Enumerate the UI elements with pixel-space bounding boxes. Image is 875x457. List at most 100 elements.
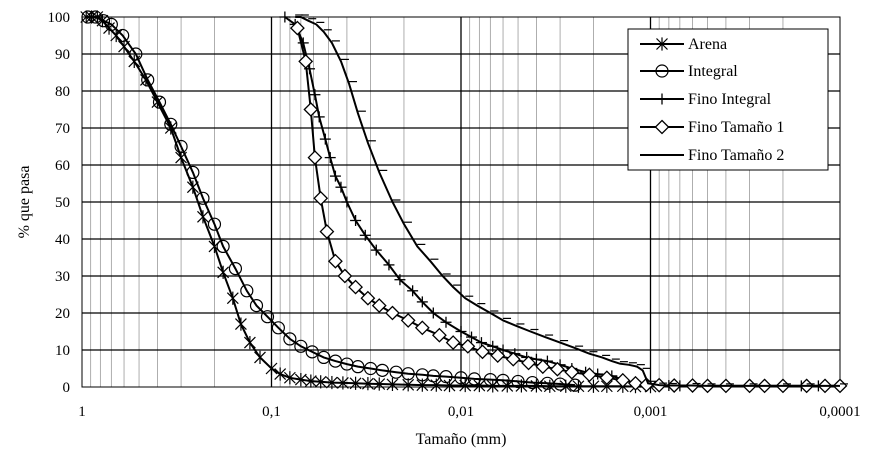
data-point-integral	[81, 10, 95, 24]
legend-label-fino-tamano-2: Fino Tamaño 2	[688, 147, 784, 164]
data-point-fino-tamano-1	[505, 351, 521, 367]
data-point-integral	[88, 10, 102, 24]
data-point-fino-tamano-1	[521, 355, 536, 371]
legend-marker-arena	[656, 37, 668, 51]
legend-entry-integral: Integral	[640, 63, 738, 80]
data-point-fino-tamano-1	[445, 335, 461, 351]
legend: Arena Integral Fino Integral Fino Tamaño…	[627, 28, 829, 171]
y-tick-labels: 0 10 20 30 40 50 60 70 80 90 100	[48, 10, 71, 396]
data-point-integral	[186, 165, 200, 179]
data-point-fino-integral	[297, 37, 309, 49]
data-point-fino-integral	[394, 274, 406, 286]
data-point-integral	[401, 367, 415, 381]
data-point-integral	[116, 28, 130, 43]
data-point-fino-tamano-1	[490, 348, 506, 363]
data-point-fino-integral	[313, 111, 325, 123]
data-point-integral	[164, 117, 178, 131]
data-point-arena	[283, 371, 296, 385]
series-fino-tamano-2	[295, 14, 848, 387]
series-line-arena	[86, 16, 651, 388]
x-tick-label: 0,01	[448, 404, 474, 420]
legend-label-integral: Integral	[688, 63, 738, 80]
data-point-arena	[349, 376, 362, 390]
data-point-integral	[240, 284, 254, 298]
x-axis-title: Tamaño (mm)	[416, 431, 507, 448]
data-point-arena	[294, 373, 307, 387]
data-point-fino-tamano-1	[289, 20, 305, 36]
y-tick-label: 100	[48, 10, 71, 26]
data-point-fino-tamano-1	[298, 53, 314, 69]
y-tick-label: 10	[55, 343, 70, 359]
x-tick-label: 0,0001	[819, 404, 860, 420]
data-point-integral	[129, 47, 143, 61]
data-point-fino-integral	[341, 196, 353, 208]
data-point-arena	[226, 291, 239, 305]
legend-entry-fino-integral: Fino Integral	[640, 91, 772, 108]
data-point-fino-tamano-1	[582, 367, 597, 383]
data-point-integral	[483, 373, 497, 387]
data-point-fino-integral	[383, 259, 395, 271]
data-point-fino-integral	[329, 170, 341, 182]
y-tick-label: 60	[55, 158, 70, 174]
data-point-arena	[208, 239, 221, 253]
y-tick-label: 70	[55, 121, 70, 137]
data-point-integral	[283, 332, 297, 346]
data-point-arena	[274, 367, 287, 381]
data-point-integral	[141, 73, 155, 87]
x-tick-label: 0,1	[262, 404, 281, 420]
legend-entry-arena: Arena	[640, 36, 727, 53]
series-layer	[80, 10, 848, 394]
legend-label-arena: Arena	[688, 36, 727, 53]
data-point-integral	[271, 321, 285, 335]
data-point-fino-integral	[319, 133, 331, 145]
data-point-fino-tamano-1	[599, 370, 615, 386]
data-point-arena	[234, 317, 247, 331]
y-tick-label: 90	[55, 47, 70, 63]
data-point-fino-tamano-1	[319, 224, 335, 240]
legend-entry-fino-tamano-2: Fino Tamaño 2	[640, 147, 784, 164]
y-tick-label: 0	[63, 380, 71, 396]
x-tick-labels: 1 0,1 0,01 0,001 0,0001	[78, 404, 860, 420]
y-tick-label: 80	[55, 84, 70, 100]
data-point-fino-tamano-1	[400, 312, 416, 328]
data-point-fino-tamano-1	[348, 279, 363, 295]
data-point-fino-tamano-1	[303, 102, 319, 117]
data-point-integral	[525, 375, 539, 390]
data-point-fino-integral	[309, 89, 321, 101]
data-point-arena	[265, 361, 278, 376]
data-point-fino-integral	[487, 340, 499, 352]
data-point-arena	[361, 377, 374, 391]
data-point-integral	[375, 363, 389, 377]
data-point-arena	[336, 376, 349, 390]
legend-marker-fino-tamano-1	[654, 119, 670, 135]
data-point-arena	[254, 350, 266, 364]
data-point-fino-integral	[530, 353, 542, 365]
data-point-fino-tamano-1	[313, 190, 329, 206]
data-point-arena	[325, 375, 338, 390]
legend-marker-fino-integral	[656, 93, 668, 105]
legend-marker-symbol	[654, 119, 670, 135]
data-point-fino-tamano-1	[460, 338, 476, 354]
legend-marker-symbol	[656, 93, 668, 105]
y-axis-title: % que pasa	[16, 166, 33, 239]
data-point-integral	[196, 191, 210, 205]
data-point-fino-integral	[440, 316, 452, 328]
y-tick-label: 50	[55, 195, 70, 211]
data-point-arena	[314, 375, 327, 389]
x-tick-label: 0,001	[634, 404, 668, 420]
data-point-fino-integral	[466, 331, 478, 343]
data-point-arena	[587, 379, 600, 393]
data-point-fino-tamano-1	[414, 320, 430, 336]
data-point-integral	[351, 360, 365, 374]
data-point-integral	[305, 345, 319, 359]
plot-frame	[81, 16, 841, 388]
legend-marker-symbol	[655, 64, 669, 78]
data-point-integral	[540, 376, 554, 390]
data-point-integral	[454, 371, 468, 385]
data-point-fino-integral	[370, 244, 382, 256]
data-point-fino-integral	[455, 326, 467, 337]
data-point-integral	[96, 14, 111, 28]
data-point-integral	[439, 370, 453, 384]
data-point-arena	[197, 210, 209, 224]
